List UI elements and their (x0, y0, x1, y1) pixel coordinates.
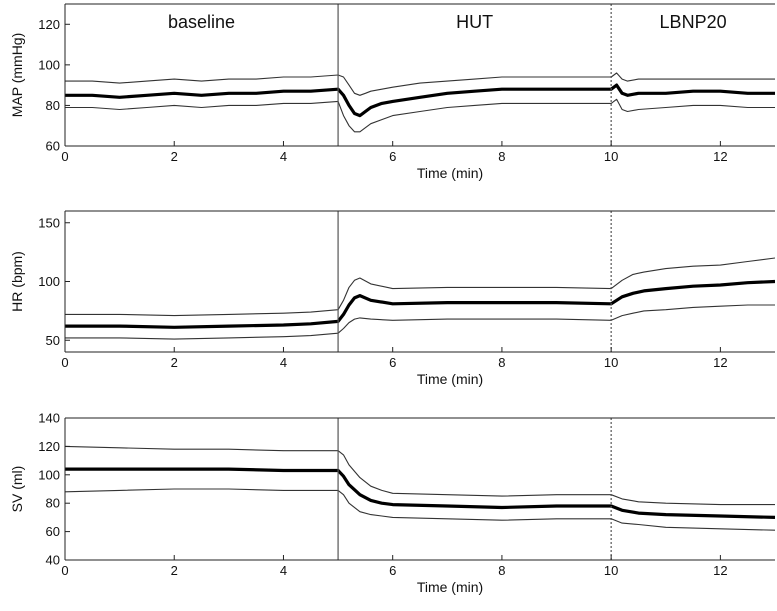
x-axis-title: Time (min) (417, 579, 483, 595)
series-upper-line (65, 257, 775, 317)
series-mean-line (65, 279, 775, 329)
x-tick-label: 10 (604, 149, 618, 164)
series-mean-line (65, 467, 775, 519)
x-tick-label: 6 (389, 563, 396, 578)
y-tick-label: 40 (46, 553, 60, 568)
y-axis-title: MAP (mmHg) (9, 33, 25, 118)
y-tick-label: 60 (46, 139, 60, 154)
panel-1: 0 2 4 6 8 10 12 60 80 100 120 Time (min) MAP (mmHg) b… (9, 3, 775, 181)
x-tick-label: 10 (604, 355, 618, 370)
y-axis-title: HR (bpm) (9, 251, 25, 312)
series-lower-line (65, 98, 775, 133)
x-tick-label: 8 (498, 149, 505, 164)
y-tick-label: 100 (38, 57, 60, 72)
y-tick-label: 100 (38, 467, 60, 482)
x-tick-label: 4 (280, 563, 287, 578)
y-tick-label: 80 (46, 496, 60, 511)
phase-label: HUT (456, 12, 493, 32)
series-upper-line (65, 445, 775, 506)
y-tick-label: 50 (46, 333, 60, 348)
x-tick-label: 4 (280, 355, 287, 370)
x-tick-label: 0 (61, 355, 68, 370)
x-tick-label: 12 (713, 355, 727, 370)
y-tick-label: 120 (38, 17, 60, 32)
x-tick-label: 8 (498, 355, 505, 370)
x-tick-label: 0 (61, 563, 68, 578)
y-tick-label: 120 (38, 439, 60, 454)
y-tick-label: 60 (46, 524, 60, 539)
x-tick-label: 12 (713, 563, 727, 578)
x-tick-label: 6 (389, 149, 396, 164)
y-tick-label: 100 (38, 274, 60, 289)
x-tick-label: 12 (713, 149, 727, 164)
x-tick-label: 10 (604, 563, 618, 578)
series-lower-line (65, 304, 775, 340)
y-axis-title: SV (ml) (9, 466, 25, 513)
x-tick-label: 2 (171, 355, 178, 370)
x-axis-title: Time (min) (417, 371, 483, 387)
phase-label: LBNP20 (660, 12, 727, 32)
x-tick-label: 0 (61, 149, 68, 164)
series-upper-line (65, 72, 775, 96)
panel-2: 0 2 4 6 8 10 12 50 100 150 Time (min) HR (bpm) (9, 210, 775, 387)
phase-label: baseline (168, 12, 235, 32)
y-tick-label: 150 (38, 215, 60, 230)
series-lower-line (65, 488, 775, 531)
x-tick-label: 2 (171, 149, 178, 164)
x-tick-label: 2 (171, 563, 178, 578)
x-tick-label: 4 (280, 149, 287, 164)
x-tick-label: 8 (498, 563, 505, 578)
x-tick-label: 6 (389, 355, 396, 370)
y-tick-label: 140 (38, 411, 60, 426)
x-axis-title: Time (min) (417, 165, 483, 181)
series-mean-line (65, 83, 775, 118)
panel-3: 0 2 4 6 8 10 12 40 60 80 100 120 140 Time (min) SV (ml… (9, 411, 775, 595)
y-tick-label: 80 (46, 98, 60, 113)
